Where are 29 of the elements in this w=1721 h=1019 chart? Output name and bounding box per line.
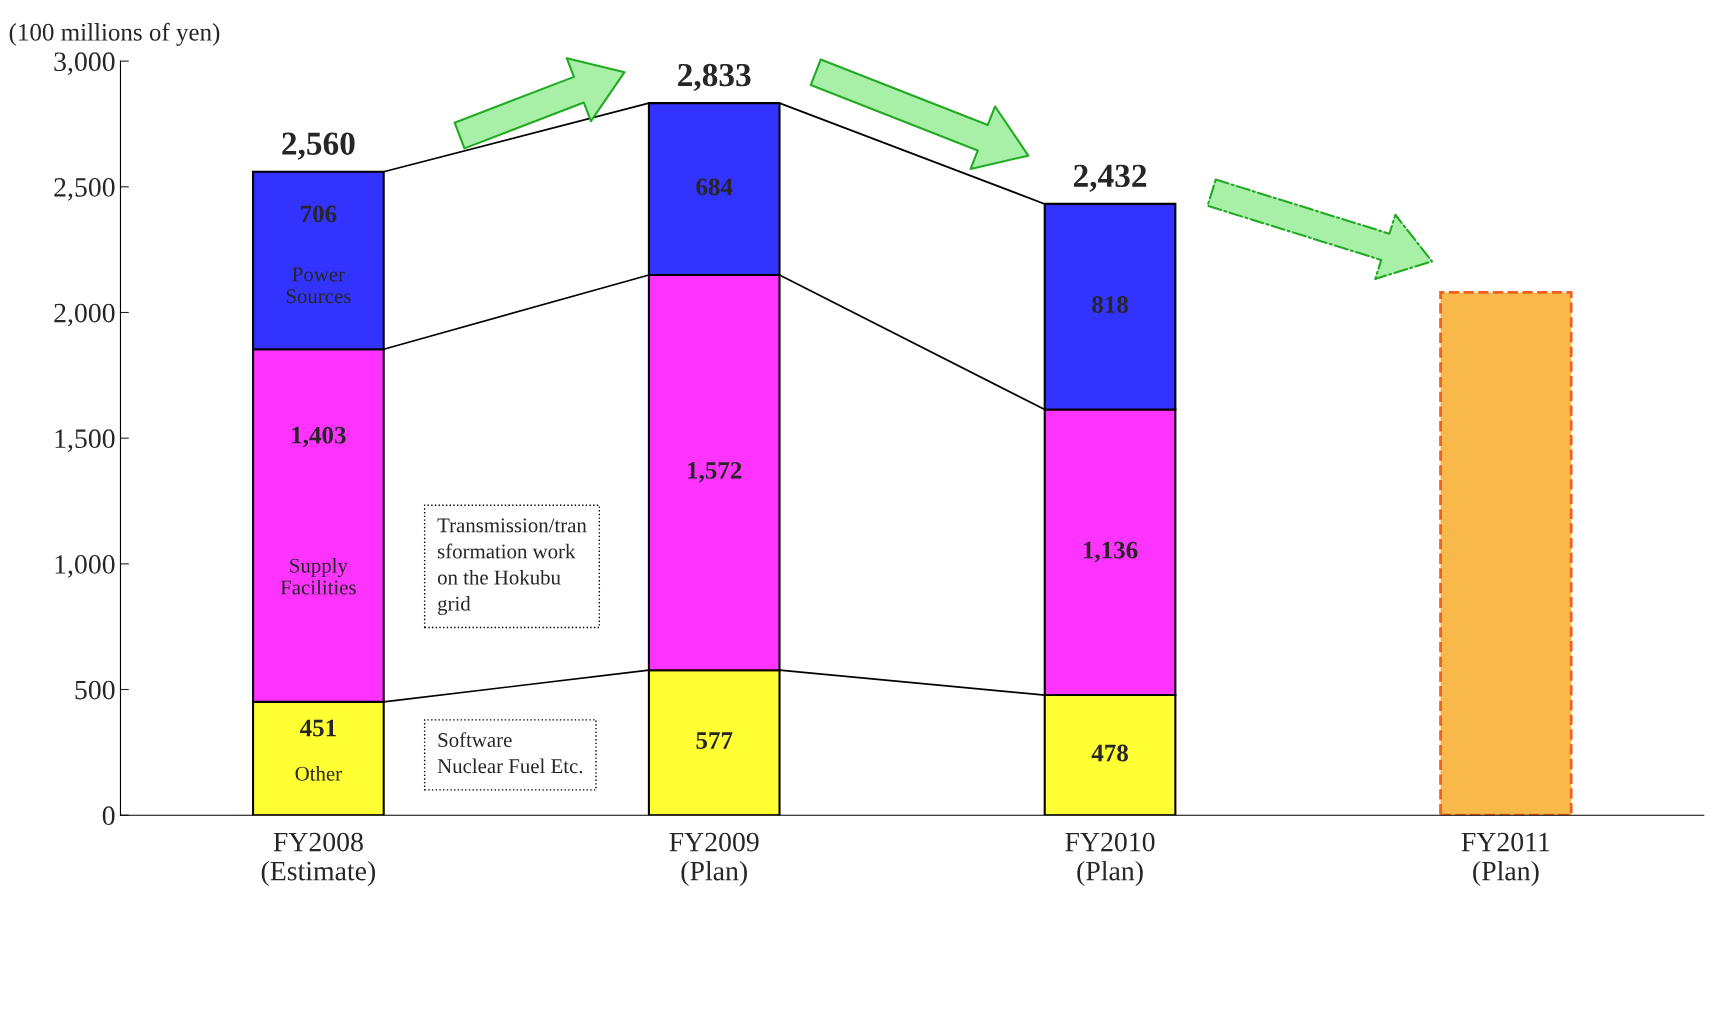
y-tick-label: 1,500 [55, 429, 115, 453]
data-label: 818 [1092, 296, 1128, 313]
y-axis-title: (100 millions of yen) [9, 22, 220, 46]
series-label: Supply Facilities [280, 558, 356, 595]
series-label: Power Sources [286, 267, 351, 304]
data-label: 684 [696, 178, 733, 196]
annotation: Transmission/tran sformation work on the Hokubu grid [437, 518, 587, 616]
data-label: 577 [696, 732, 733, 749]
data-label: 706 [301, 205, 337, 223]
data-label: 451 [299, 719, 336, 737]
y-tick-label: 1,000 [55, 555, 115, 578]
x-tick-label: FY2011 (Plan) [1461, 832, 1550, 887]
data-label: 1,403 [292, 426, 346, 448]
y-tick-label: 2,000 [54, 303, 115, 327]
series-label: Other [295, 766, 342, 781]
y-tick-label: 500 [75, 680, 115, 700]
total-label: 2,833 [678, 63, 751, 92]
y-tick-label: 0 [102, 806, 115, 826]
data-label: 478 [1091, 744, 1128, 762]
x-tick-label: FY2009 (Plan) [669, 832, 759, 887]
x-tick-label: FY2008 (Estimate) [261, 832, 376, 887]
annotation: Software Nuclear Fuel Etc. [437, 732, 583, 774]
total-label: 2,432 [1073, 164, 1147, 192]
y-tick-label: 2,500 [54, 177, 115, 201]
data-label: 1,572 [688, 462, 742, 483]
total-label: 2,560 [282, 132, 355, 160]
data-label: 1,136 [1083, 541, 1138, 563]
x-tick-label: FY2010 (Plan) [1065, 832, 1155, 887]
y-tick-label: 3,000 [54, 52, 115, 76]
